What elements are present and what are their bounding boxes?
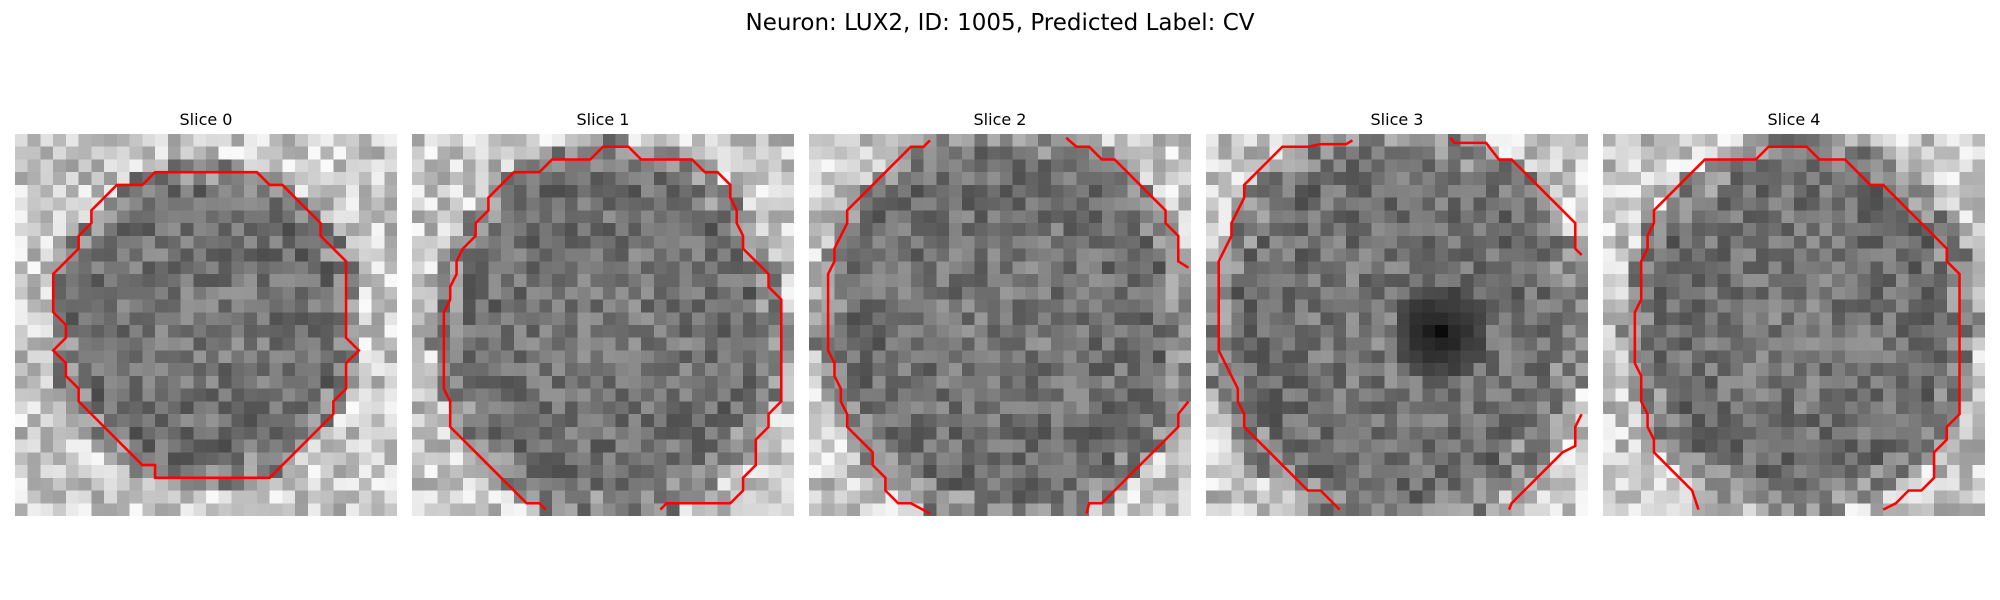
slice-title-0: Slice 0 (179, 110, 233, 129)
contour-line-2b (1065, 136, 1190, 269)
contour-line-3b (1449, 137, 1583, 256)
slice-panel-1: Slice 1 (412, 108, 794, 516)
slice-image-1 (412, 134, 794, 516)
slice-image-2 (809, 134, 1191, 516)
slice-title-4: Slice 4 (1767, 110, 1821, 129)
slice-image-0 (15, 134, 397, 516)
contour-line-0 (51, 170, 361, 480)
slice-panel-2: Slice 2 (809, 108, 1191, 516)
slice-title-2: Slice 2 (973, 110, 1027, 129)
contour-line-1 (442, 145, 783, 511)
figure-title: Neuron: LUX2, ID: 1005, Predicted Label:… (745, 10, 1255, 36)
slice-title-1: Slice 1 (576, 110, 630, 129)
contour-line-3 (1217, 139, 1354, 511)
contour-line-3c (1507, 413, 1583, 511)
contour-line-4 (1633, 145, 1961, 511)
slice-panel-3: Slice 3 (1206, 108, 1588, 516)
slice-panel-0: Slice 0 (15, 108, 397, 516)
slice-image-4 (1603, 134, 1985, 516)
slice-title-3: Slice 3 (1370, 110, 1424, 129)
contour-line-2c (1085, 400, 1190, 514)
slice-panel-4: Slice 4 (1603, 108, 1985, 516)
slice-image-3 (1206, 134, 1588, 516)
contour-line-2 (826, 139, 931, 515)
